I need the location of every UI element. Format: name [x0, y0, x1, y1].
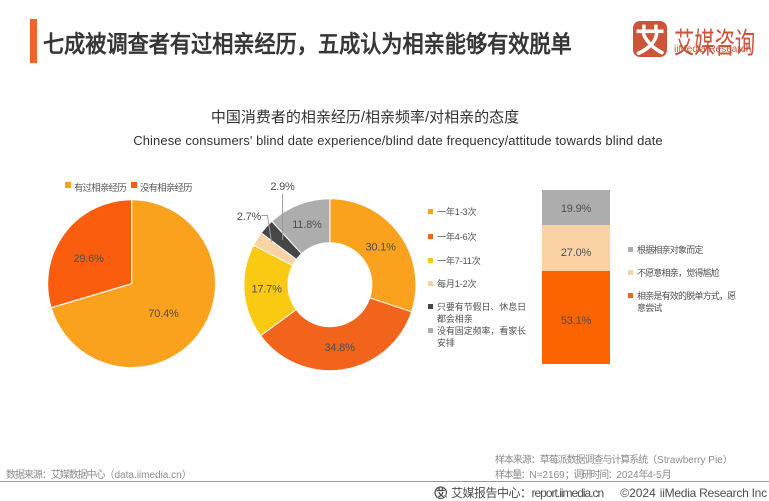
svg-text:34.8%: 34.8% [324, 342, 355, 354]
svg-text:11.8%: 11.8% [292, 219, 322, 231]
svg-text:17.7%: 17.7% [251, 284, 282, 296]
svg-text:70.4%: 70.4% [148, 308, 179, 320]
svg-text:2.9%: 2.9% [270, 181, 295, 193]
svg-text:2.7%: 2.7% [237, 211, 262, 223]
svg-text:27.0%: 27.0% [561, 247, 592, 259]
svg-text:29.6%: 29.6% [73, 253, 104, 265]
svg-text:19.9%: 19.9% [561, 203, 592, 215]
svg-text:30.1%: 30.1% [365, 242, 396, 254]
svg-text:53.1%: 53.1% [561, 315, 592, 327]
